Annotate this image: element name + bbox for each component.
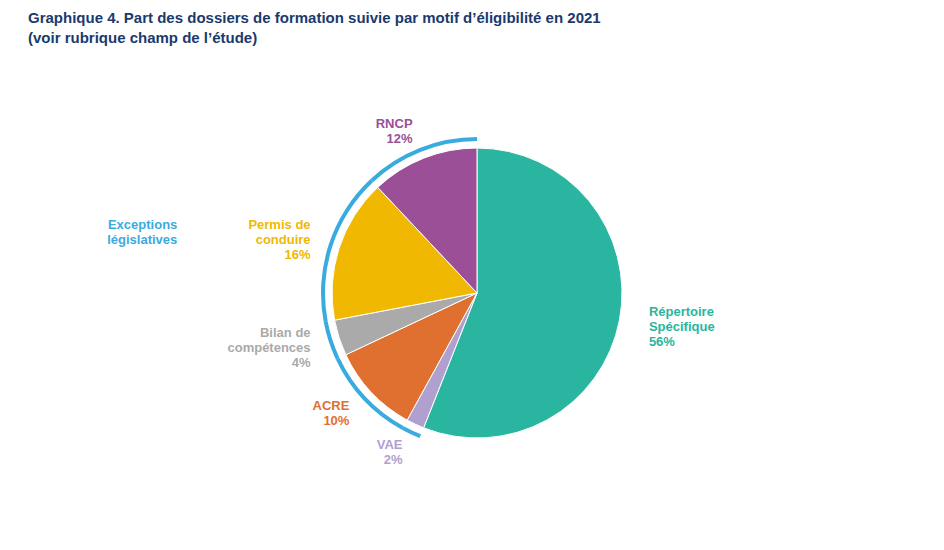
svg-text:VAE2%: VAE2% bbox=[377, 436, 403, 466]
html-text:Graphique 4. Part des dossiers: Graphique 4. Part des dossiers de format… bbox=[28, 9, 601, 26]
html-text:(voir rubrique champ de l’étud: (voir rubrique champ de l’étude) bbox=[28, 29, 258, 46]
svg-text:RépertoireSpécifique56%: RépertoireSpécifique56% bbox=[649, 303, 715, 348]
html-text:Exceptions législatives: Exceptions législatives bbox=[107, 216, 178, 247]
svg-text:RNCP12%: RNCP12% bbox=[376, 115, 413, 145]
svg-text:ACRE10%: ACRE10% bbox=[313, 398, 350, 428]
svg-text:Bilan decompétences4%: Bilan decompétences4% bbox=[227, 325, 311, 370]
svg-text:Permis deconduire16%: Permis deconduire16% bbox=[248, 216, 311, 261]
